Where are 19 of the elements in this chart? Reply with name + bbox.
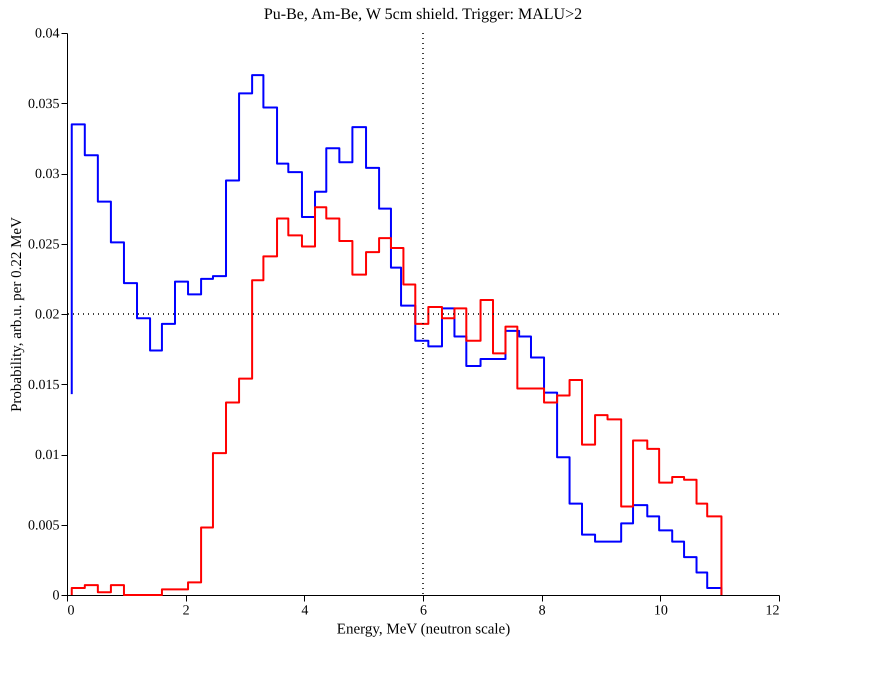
x-tick-label: 6	[420, 604, 427, 618]
y-tick-label: 0.01	[35, 448, 60, 463]
y-tick-label: 0.015	[28, 378, 60, 393]
y-tick-label: 0.04	[35, 26, 60, 42]
chart-title: Pu-Be, Am-Be, W 5cm shield. Trigger: MALU>2	[264, 6, 582, 23]
x-tick-label: 12	[766, 604, 780, 618]
y-tick-label: 0	[52, 588, 60, 604]
x-tick-label: 4	[301, 604, 308, 618]
x-tick-label: 0	[68, 604, 74, 618]
y-tick-label: 0.02	[35, 308, 60, 322]
x-axis-title: Energy, MeV (neutron scale)	[336, 622, 510, 638]
y-tick-label: 0.03	[35, 167, 60, 182]
x-tick-label: 2	[182, 604, 190, 618]
y-axis-title: Probability, arb.u. per 0.22 MeV	[9, 216, 25, 412]
y-tick-label: 0.025	[28, 237, 60, 252]
x-tick-label: 10	[654, 604, 668, 618]
y-tick-label: 0.035	[28, 96, 60, 112]
x-tick-label: 8	[538, 604, 546, 618]
y-tick-label: 0.005	[28, 518, 60, 534]
